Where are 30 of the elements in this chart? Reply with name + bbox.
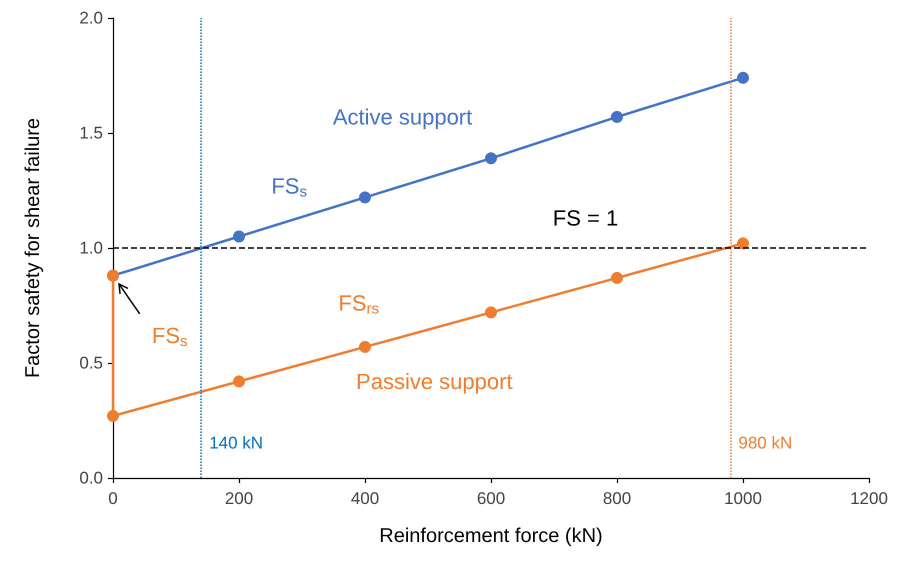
x-axis-title: Reinforcement force (kN) [379, 525, 603, 547]
point [485, 152, 497, 164]
point [611, 110, 623, 123]
point [359, 191, 371, 204]
annotation: Passive support [356, 368, 513, 394]
y-tick-label: 1.0 [79, 238, 103, 258]
x-tick-label: 800 [602, 489, 632, 508]
y-axis-title: Factor safety for shear failure [22, 118, 44, 378]
y-tick-label: 2.0 [79, 8, 103, 28]
y-tick-label: 0.0 [79, 468, 103, 488]
x-tick-label: 600 [476, 489, 506, 508]
x-tick-label: 400 [350, 489, 380, 508]
point [737, 72, 749, 84]
point [233, 375, 245, 388]
y-tick-label: 0.5 [79, 354, 103, 372]
point [611, 272, 623, 284]
x-tick-label: 0 [108, 489, 118, 508]
point [485, 306, 497, 318]
point [233, 230, 245, 242]
point [737, 237, 749, 250]
point [359, 340, 371, 353]
ref-line-label: 980 kN [738, 434, 792, 452]
ref-line-label: 140 kN [209, 434, 264, 452]
x-tick-label: 200 [224, 489, 254, 508]
x-tick-label: 1000 [724, 489, 762, 508]
annotation: FS = 1 [552, 206, 618, 231]
point [107, 410, 119, 422]
y-tick-label: 1.5 [79, 124, 103, 142]
annotation: Active support [332, 104, 472, 130]
x-tick-label: 1200 [850, 489, 888, 508]
